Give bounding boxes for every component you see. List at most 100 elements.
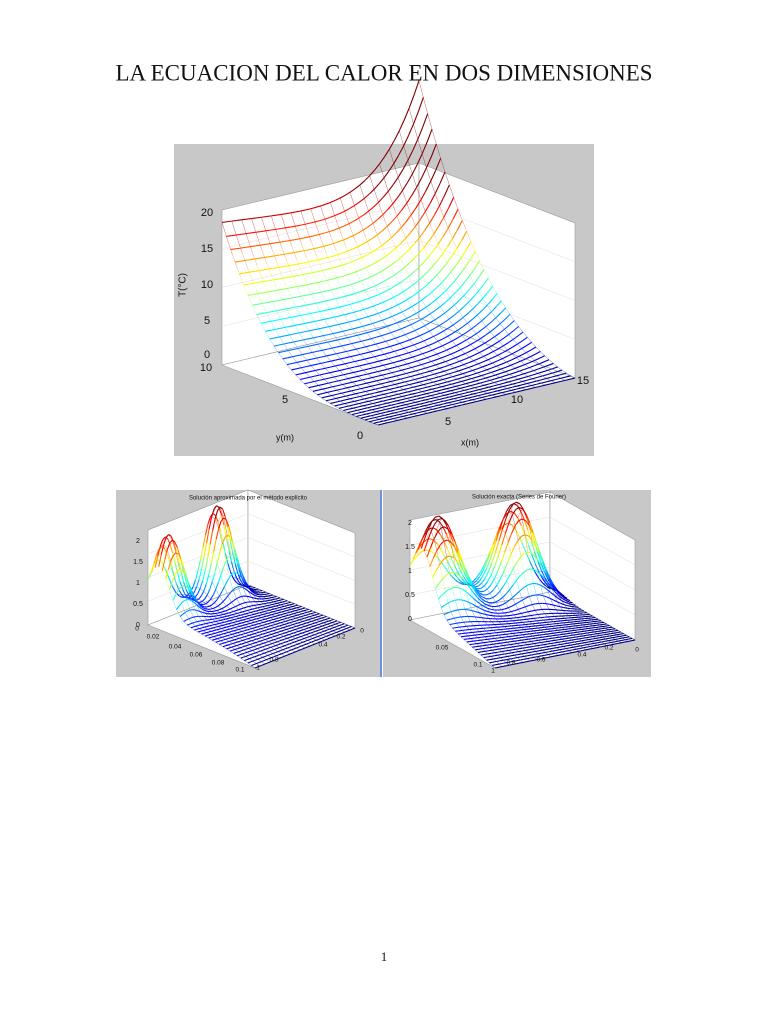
mesh-line	[156, 546, 161, 556]
mesh-line	[260, 608, 264, 611]
mesh-line	[363, 363, 370, 366]
mesh-line	[189, 622, 193, 625]
mesh-line	[490, 611, 494, 614]
mesh-line	[496, 293, 503, 303]
mesh-line	[333, 350, 340, 358]
mesh-line	[282, 639, 286, 643]
mesh-line	[525, 349, 532, 354]
mesh-line	[441, 384, 447, 388]
mesh-line	[409, 407, 415, 410]
mesh-line	[295, 305, 302, 308]
mesh-line	[250, 653, 254, 656]
mesh-line	[275, 609, 279, 612]
mesh-line	[351, 341, 357, 345]
mesh-line	[274, 620, 278, 623]
mesh-line	[242, 618, 246, 621]
mesh-line	[197, 559, 202, 571]
mesh-line	[306, 622, 311, 625]
mesh-line	[352, 232, 359, 237]
mesh-line	[308, 641, 312, 644]
mesh-line	[331, 634, 336, 637]
mesh-line	[313, 259, 319, 262]
mesh-line	[517, 340, 523, 345]
mesh-line	[230, 642, 234, 645]
mesh-line	[339, 314, 345, 317]
mesh-line	[309, 644, 313, 647]
mesh-line	[188, 595, 193, 598]
mesh-line	[384, 352, 390, 355]
mesh-line	[365, 385, 372, 388]
mesh-line	[179, 569, 184, 586]
mesh-line	[335, 296, 341, 300]
mesh-line	[204, 558, 209, 571]
mesh-line	[409, 375, 415, 380]
mesh-line	[246, 641, 250, 643]
mesh-line	[488, 344, 495, 348]
mesh-line	[376, 374, 383, 377]
mesh-line	[343, 321, 349, 324]
mesh-line	[486, 610, 491, 613]
mesh-line	[389, 344, 395, 348]
mesh-line	[434, 367, 441, 371]
mesh-line	[459, 587, 464, 591]
mesh-line	[278, 335, 285, 345]
mesh-line	[269, 637, 274, 641]
mesh-line	[216, 622, 220, 625]
mesh-line	[223, 618, 226, 621]
mesh-line	[411, 306, 418, 315]
mesh-line	[399, 267, 405, 272]
mesh-line	[293, 341, 300, 350]
mesh-line	[314, 614, 318, 617]
mesh-line	[336, 277, 343, 290]
mesh-line	[244, 644, 248, 647]
mesh-line	[540, 381, 547, 384]
mesh-line	[391, 322, 397, 326]
mesh-line	[289, 603, 293, 606]
mesh-line	[237, 631, 240, 634]
mesh-line	[429, 370, 435, 375]
mesh-line	[386, 324, 392, 328]
mesh-line	[341, 628, 345, 631]
mesh-line	[548, 578, 553, 586]
mesh-line	[262, 605, 265, 608]
mesh-line	[278, 604, 281, 606]
mesh-line	[499, 328, 505, 334]
mesh-line	[380, 411, 386, 415]
mesh-line	[307, 344, 313, 347]
mesh-line	[232, 642, 236, 644]
mesh-line	[374, 379, 381, 384]
mesh-line	[336, 352, 342, 355]
mesh-line	[212, 627, 217, 631]
mesh-line	[217, 514, 222, 522]
mesh-line	[370, 411, 377, 414]
wall-grid	[549, 516, 636, 566]
mesh-line	[318, 624, 323, 627]
mesh-line	[363, 368, 369, 371]
mesh-line	[236, 237, 243, 254]
mesh-line	[256, 637, 260, 640]
mesh-line	[478, 269, 485, 278]
mesh-line	[286, 230, 292, 246]
mesh-line	[438, 515, 443, 519]
mesh-line	[238, 650, 242, 653]
mesh-line	[446, 548, 452, 557]
mesh-line	[440, 355, 447, 359]
mesh-line	[332, 266, 338, 269]
mesh-line	[446, 406, 453, 410]
mesh-line	[272, 630, 277, 633]
mesh-line	[247, 652, 251, 655]
mesh-line	[274, 608, 279, 611]
mesh-line	[269, 649, 272, 652]
mesh-line	[312, 271, 318, 274]
mesh-line	[259, 606, 263, 608]
mesh-line	[420, 306, 427, 311]
mesh-line	[329, 627, 332, 630]
mesh-line	[447, 336, 454, 343]
mesh-line	[368, 349, 374, 356]
mesh-line	[487, 391, 493, 394]
mesh-line	[314, 627, 318, 630]
mesh-line	[290, 619, 295, 622]
mesh-line	[494, 376, 500, 380]
mesh-line	[240, 633, 244, 636]
mesh-line	[432, 347, 438, 351]
